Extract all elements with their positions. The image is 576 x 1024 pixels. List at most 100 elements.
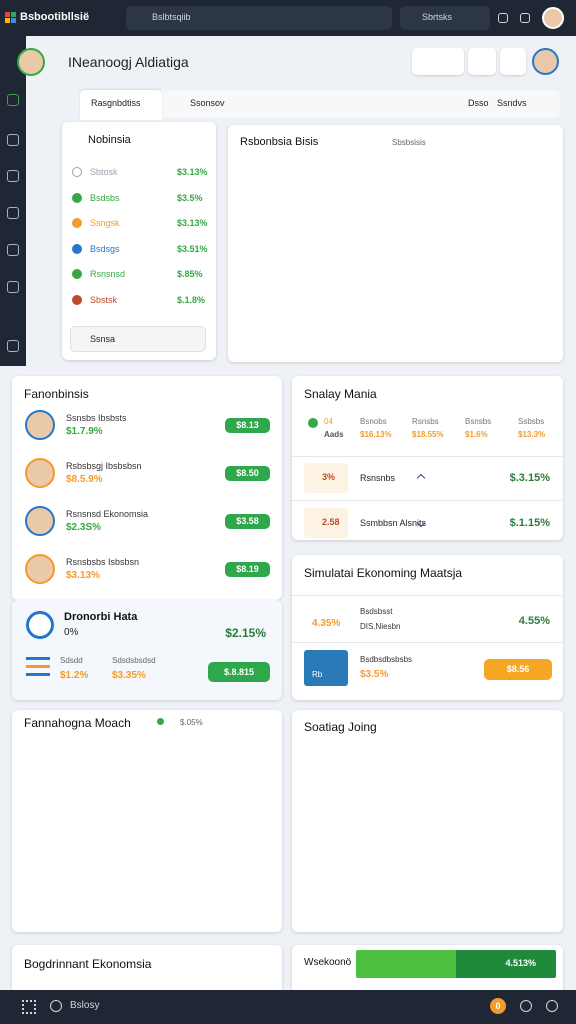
tab[interactable]: Ssonsov	[190, 98, 225, 108]
action-button[interactable]: $8.56	[484, 659, 552, 680]
grid-icon[interactable]	[22, 1000, 36, 1014]
row-name: Sbtosk	[90, 167, 118, 177]
app-name[interactable]: Bsbootibllsië	[20, 11, 90, 23]
legend-value: $.05%	[180, 718, 203, 727]
row-value: $3.13%	[177, 218, 208, 228]
bars-icon	[26, 673, 50, 676]
progress-value: 4.513%	[505, 958, 536, 968]
action-button[interactable]: $3.58	[225, 514, 270, 529]
highlight-card	[12, 600, 282, 700]
legend-dot	[157, 718, 164, 725]
legend-dot	[308, 418, 318, 428]
search-box[interactable]	[126, 6, 392, 30]
search-text: Sbrtsks	[422, 12, 453, 22]
person-name: Rsnsbsbs Isbsbsn	[66, 557, 140, 567]
sidebar-icon[interactable]	[7, 94, 19, 106]
tab-link[interactable]: Ssndvs	[497, 98, 527, 108]
card-title: Nobinsia	[88, 134, 131, 146]
card-title: Fanonbinsis	[24, 387, 89, 401]
row-value: $3.51%	[177, 243, 208, 254]
avatar	[25, 410, 55, 440]
search-icon[interactable]	[50, 1000, 62, 1012]
sidebar-icon[interactable]	[7, 207, 19, 219]
col-label: 04	[324, 417, 333, 426]
progress-bar	[356, 950, 556, 978]
card-title: Bogdrinnant Ekonomsia	[24, 957, 152, 971]
action-button[interactable]: $8.19	[225, 562, 270, 577]
item-value: $3.35%	[112, 670, 146, 681]
avatar	[25, 506, 55, 536]
row-dot	[72, 192, 82, 203]
person-value: $2.3S%	[66, 522, 102, 533]
sidebar-icon[interactable]	[7, 170, 19, 182]
person-name: Ssnsbs Ibsbsts	[66, 413, 127, 423]
select-text: Ssnsa	[90, 334, 116, 344]
tab-link[interactable]: Dsso	[468, 98, 489, 108]
header-button[interactable]	[468, 48, 496, 75]
row-value: $.3.15%	[509, 472, 550, 484]
select[interactable]	[70, 326, 206, 352]
row-dot	[72, 167, 82, 177]
user-avatar[interactable]	[542, 7, 564, 29]
col-sub: Aads	[324, 430, 344, 439]
top-icon[interactable]	[498, 13, 508, 23]
col-label: Rsnsbs	[412, 417, 439, 426]
search-box[interactable]	[400, 6, 490, 30]
row-value: $.1.8%	[177, 294, 206, 305]
highlight-sub: 0%	[64, 627, 79, 638]
col-label: Ssbsbs	[518, 417, 545, 426]
top-icon[interactable]	[520, 13, 530, 23]
row-name: Ssngsk	[90, 218, 120, 228]
sidebar-icon[interactable]	[7, 244, 19, 256]
row-badge	[304, 463, 348, 493]
page-title: INeanoogj Aldiatiga	[68, 54, 189, 70]
avatar	[25, 458, 55, 488]
logo-square	[5, 12, 10, 17]
row-dot	[72, 294, 82, 305]
row-name: Rsnsnbs	[360, 473, 396, 483]
action-button[interactable]: $8.50	[225, 466, 270, 481]
person-value: $8.5.9%	[66, 474, 103, 485]
header-avatar[interactable]	[532, 48, 559, 75]
sidebar-avatar[interactable]	[17, 48, 45, 76]
bar-icon[interactable]	[520, 1000, 532, 1012]
avatar	[25, 554, 55, 584]
header-button[interactable]	[412, 48, 464, 75]
row-name: Rsnsnsd	[90, 269, 126, 279]
search-text[interactable]: Bslosy	[70, 1000, 100, 1011]
sim-badge: 4.35%	[312, 618, 341, 629]
row-badge	[304, 508, 348, 538]
tab-active[interactable]	[80, 90, 162, 120]
bars-icon	[26, 665, 50, 668]
sidebar-icon[interactable]	[7, 281, 19, 293]
person-name: Rsbsbsgj Ibsbsbsn	[66, 461, 142, 471]
bars-icon	[26, 657, 50, 660]
logo-ring	[26, 611, 54, 639]
row-dot	[72, 243, 82, 254]
bar-icon[interactable]	[546, 1000, 558, 1012]
row-name: Ssmbbsn Alsnits	[360, 518, 427, 528]
row-name: Bsdsbs	[90, 192, 120, 203]
col-sub: $1.6%	[465, 430, 488, 439]
card-title: Soatiag Joing	[304, 720, 377, 734]
sim-sub: DIS.Niesbn	[360, 622, 401, 631]
chart-card	[12, 710, 282, 932]
logo-square	[5, 18, 10, 23]
sidebar-icon[interactable]	[7, 340, 19, 352]
card-title: Wsekoonö	[304, 957, 352, 968]
action-button[interactable]: $8.13	[225, 418, 270, 433]
tab[interactable]: Rasgnbdtiss	[91, 98, 141, 108]
header-button[interactable]	[500, 48, 526, 75]
sidebar-icon[interactable]	[7, 134, 19, 146]
sim-sub: $3.5%	[360, 669, 389, 680]
notification-badge[interactable]: 0	[490, 998, 506, 1014]
row-value: $3.5%	[177, 192, 203, 203]
col-sub: $18.55%	[412, 430, 444, 439]
sim-name: Bsdsbsst	[360, 607, 393, 616]
person-value: $1.7.9%	[66, 426, 103, 437]
divider	[292, 500, 563, 501]
divider	[292, 595, 563, 596]
divider	[292, 456, 563, 457]
badge-text: 2.58	[322, 517, 340, 527]
action-button[interactable]: $.8.815	[208, 662, 270, 682]
